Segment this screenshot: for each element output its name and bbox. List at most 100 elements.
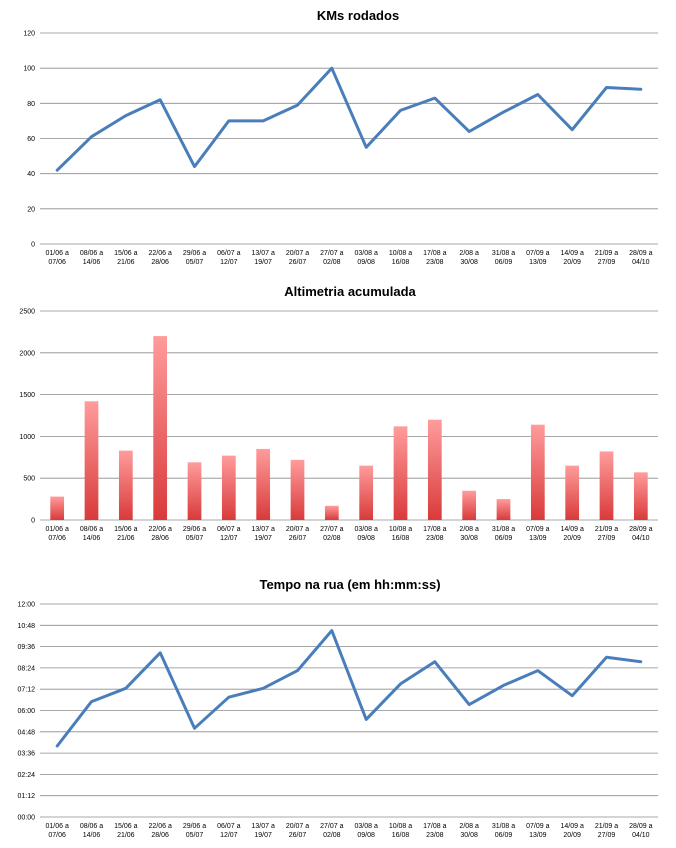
x-tick-label: 13/07 a [251,250,274,257]
x-tick-label: 17/08 a [423,526,446,533]
x-tick-label: 20/09 [563,832,581,839]
x-tick-label: 2/08 a [459,526,479,533]
chart-altimetria-acumulada: Altimetria acumulada 0 500 1000 1500 2000 250… [19,284,658,542]
x-tick-label: 26/07 [289,535,307,542]
x-tick-label: 14/06 [83,832,101,839]
x-tick-label: 14/06 [83,259,101,266]
x-tick-label: 13/09 [529,535,547,542]
y-tick-label: 09:36 [17,644,35,651]
x-tick-labels: 01/06 a 07/06 08/06 a 14/06 15/06 a 21/06 22/0… [45,823,652,839]
y-tick-label: 08:24 [17,665,35,672]
bar [359,465,374,520]
x-tick-label: 20/09 [563,259,581,266]
x-tick-label: 28/06 [151,535,169,542]
x-tick-label: 02/08 [323,535,341,542]
x-tick-label: 27/07 a [320,526,343,533]
x-tick-label: 29/06 a [183,823,206,830]
x-tick-label: 31/08 a [492,823,515,830]
x-tick-label: 28/09 a [629,823,652,830]
x-tick-label: 21/06 [117,535,135,542]
x-tick-label: 10/08 a [389,823,412,830]
y-tick-label: 2500 [19,309,35,316]
chart-title: Altimetria acumulada [284,284,416,299]
x-tick-label: 23/08 [426,535,444,542]
chart-kms-rodados: KMs rodados 0 20 40 60 80 100 120 01/06 a 07/06… [23,8,658,266]
x-tick-label: 27/09 [598,259,616,266]
x-tick-label: 29/06 a [183,526,206,533]
series-line [55,66,643,172]
chart-title: Tempo na rua (em hh:mm:ss) [259,577,440,592]
x-tick-label: 06/07 a [217,250,240,257]
x-tick-label: 15/06 a [114,823,137,830]
x-tick-label: 30/08 [460,535,478,542]
x-tick-label: 26/07 [289,832,307,839]
y-tick-label: 60 [27,136,35,143]
x-tick-label: 07/06 [48,535,66,542]
x-tick-label: 03/08 a [354,823,377,830]
bar [153,336,168,520]
bar [633,472,648,520]
x-tick-label: 08/06 a [80,250,103,257]
x-tick-label: 14/09 a [560,250,583,257]
bar [84,401,99,520]
x-tick-label: 05/07 [186,832,204,839]
x-tick-labels: 01/06 a 07/06 08/06 a 14/06 15/06 a 21/06 22/0… [45,526,652,542]
x-tick-label: 22/06 a [148,250,171,257]
series-marks [50,336,648,520]
y-gridlines [40,310,658,521]
x-tick-label: 31/08 a [492,526,515,533]
x-tick-label: 21/09 a [595,250,618,257]
x-tick-label: 21/09 a [595,526,618,533]
bar [290,459,305,520]
chart-tempo-na-rua: Tempo na rua (em hh:mm:ss) 00:00 01:12 02:… [17,577,658,839]
x-tick-label: 19/07 [254,535,272,542]
y-tick-label: 0 [31,518,35,525]
y-tick-label: 10:48 [17,623,35,630]
x-tick-label: 07/06 [48,832,66,839]
x-tick-label: 16/08 [392,535,410,542]
x-tick-label: 15/06 a [114,250,137,257]
x-tick-label: 22/06 a [148,823,171,830]
x-tick-label: 04/10 [632,832,650,839]
bar [393,426,408,520]
x-tick-label: 06/07 a [217,526,240,533]
x-tick-label: 07/09 a [526,823,549,830]
x-tick-label: 09/08 [357,535,375,542]
x-tick-label: 05/07 [186,535,204,542]
x-tick-label: 28/09 a [629,250,652,257]
x-tick-label: 08/06 a [80,823,103,830]
x-tick-label: 04/10 [632,259,650,266]
x-tick-label: 04/10 [632,535,650,542]
x-tick-label: 08/06 a [80,526,103,533]
y-tick-label: 120 [23,31,35,38]
x-tick-label: 13/09 [529,259,547,266]
x-tick-label: 14/06 [83,535,101,542]
y-gridlines [40,32,658,245]
x-tick-label: 02/08 [323,259,341,266]
x-tick-label: 20/07 a [286,250,309,257]
x-tick-label: 23/08 [426,832,444,839]
bar [221,455,236,520]
x-tick-label: 14/09 a [560,823,583,830]
y-tick-label: 40 [27,171,35,178]
x-tick-label: 03/08 a [354,526,377,533]
y-tick-label: 03:36 [17,751,35,758]
y-tick-label: 00:00 [17,815,35,822]
x-tick-label: 07/09 a [526,526,549,533]
y-tick-label: 1500 [19,392,35,399]
x-tick-label: 30/08 [460,832,478,839]
y-tick-label: 500 [23,476,35,483]
bar [530,424,545,520]
bar [256,448,271,520]
y-tick-label: 80 [27,101,35,108]
x-tick-label: 21/06 [117,259,135,266]
x-tick-label: 27/09 [598,535,616,542]
x-tick-label: 15/06 a [114,526,137,533]
x-tick-label: 12/07 [220,259,238,266]
y-tick-label: 02:24 [17,772,35,779]
y-tick-label: 04:48 [17,729,35,736]
x-tick-label: 19/07 [254,832,272,839]
y-tick-label: 100 [23,66,35,73]
x-tick-label: 13/09 [529,832,547,839]
x-tick-label: 27/07 a [320,250,343,257]
